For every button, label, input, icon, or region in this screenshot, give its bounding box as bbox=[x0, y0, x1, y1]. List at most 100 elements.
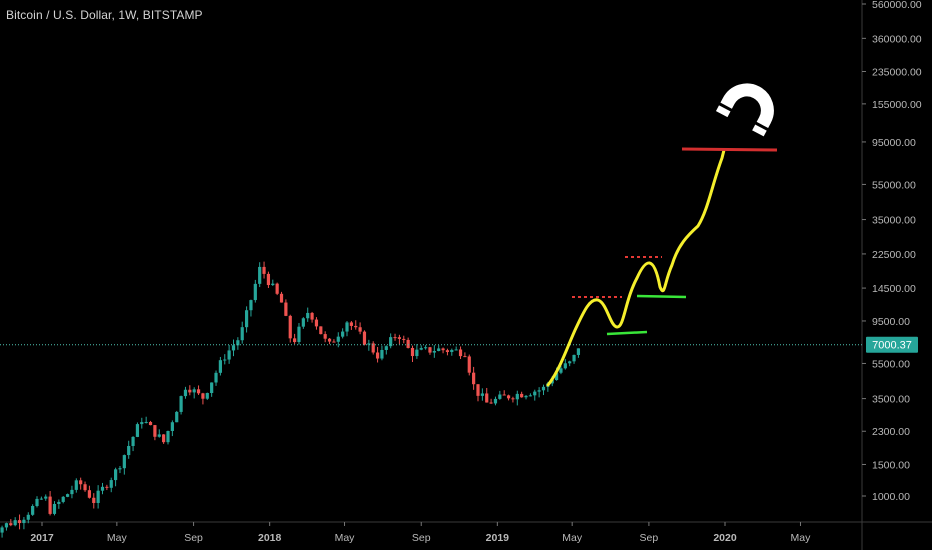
candle-down bbox=[410, 345, 415, 363]
candle-down bbox=[511, 396, 515, 403]
candle-up bbox=[74, 478, 78, 493]
candle-up bbox=[70, 485, 74, 499]
candle-down bbox=[293, 333, 297, 344]
candle-up bbox=[192, 387, 196, 399]
candle-down bbox=[489, 398, 493, 404]
candle-up bbox=[493, 396, 498, 406]
candle-up bbox=[537, 387, 541, 398]
x-tick-label: 2020 bbox=[713, 532, 737, 544]
y-tick-label: 360000.00 bbox=[872, 33, 922, 45]
candle-up bbox=[572, 354, 576, 364]
candle-up bbox=[65, 493, 70, 498]
y-tick-label: 9500.00 bbox=[872, 316, 910, 328]
candle-up bbox=[249, 299, 253, 317]
candle-down bbox=[358, 322, 362, 335]
candle-down bbox=[371, 341, 375, 355]
candle-down bbox=[397, 334, 402, 345]
candle-up bbox=[498, 390, 502, 400]
time-axis[interactable]: 2017 May Sep 2018 May Sep 2019 May Sep 2020 May bbox=[30, 522, 811, 544]
candle-up bbox=[22, 517, 26, 530]
y-tick-label: 155000.00 bbox=[872, 99, 922, 111]
candle-down bbox=[275, 282, 279, 296]
candle-down bbox=[354, 320, 358, 330]
candle-down bbox=[375, 346, 380, 363]
candle-down bbox=[476, 384, 480, 402]
candle-up bbox=[35, 496, 39, 508]
y-tick-label: 22500.00 bbox=[872, 249, 916, 261]
candle-up bbox=[231, 339, 236, 357]
price-axis[interactable]: 560000.00 360000.00 235000.00 155000.00 9500… bbox=[862, 0, 922, 503]
candle-up bbox=[157, 429, 161, 438]
candle-up bbox=[166, 430, 170, 445]
candle-down bbox=[196, 385, 201, 396]
candle-down bbox=[441, 347, 445, 354]
candle-up bbox=[210, 382, 214, 397]
candle-up bbox=[109, 477, 113, 493]
candle-up bbox=[44, 494, 48, 501]
candle-up bbox=[135, 422, 140, 438]
candle-down bbox=[463, 352, 467, 358]
candle-down bbox=[467, 354, 471, 376]
x-tick-label: May bbox=[335, 532, 356, 544]
candle-up bbox=[563, 359, 567, 370]
candle-up bbox=[559, 365, 563, 375]
candle-up bbox=[39, 496, 43, 500]
candle-up bbox=[0, 525, 4, 538]
candle-down bbox=[472, 366, 476, 390]
candle-down bbox=[393, 333, 397, 341]
candle-up bbox=[13, 517, 17, 527]
candle-up bbox=[31, 504, 35, 516]
candle-down bbox=[9, 519, 13, 527]
candle-down bbox=[506, 394, 511, 401]
candle-up bbox=[244, 306, 249, 333]
y-tick-label: 1000.00 bbox=[872, 491, 910, 503]
candle-down bbox=[428, 346, 432, 355]
x-tick-label: 2018 bbox=[258, 532, 282, 544]
candle-up bbox=[144, 416, 148, 424]
x-tick-label: 2019 bbox=[486, 532, 510, 544]
candle-down bbox=[83, 481, 87, 492]
candle-up bbox=[100, 482, 105, 495]
candle-up bbox=[568, 360, 572, 367]
candle-down bbox=[201, 392, 205, 405]
support-line-1 bbox=[606, 330, 648, 336]
candle-up bbox=[61, 496, 65, 504]
candle-up bbox=[419, 345, 423, 351]
candle-down bbox=[17, 514, 22, 530]
candle-down bbox=[402, 335, 406, 344]
candle-up bbox=[253, 279, 257, 303]
candle-up bbox=[271, 279, 275, 286]
magnet-icon bbox=[713, 81, 776, 140]
y-tick-label: 5500.00 bbox=[872, 358, 910, 370]
candle-down bbox=[48, 491, 52, 516]
candle-up bbox=[415, 344, 419, 359]
last-price-label: 7000.37 bbox=[872, 340, 912, 352]
candle-up bbox=[4, 522, 9, 531]
candle-up bbox=[223, 354, 227, 365]
candle-up bbox=[297, 323, 301, 345]
candle-down bbox=[153, 424, 157, 441]
candle-up bbox=[528, 393, 532, 397]
candle-up bbox=[240, 321, 244, 344]
candle-up bbox=[380, 345, 384, 361]
last-price-badge: 7000.37 bbox=[866, 336, 918, 353]
candle-down bbox=[327, 338, 332, 345]
candle-up bbox=[52, 501, 57, 516]
candle-up bbox=[57, 499, 61, 509]
candles-layer bbox=[0, 261, 581, 538]
y-tick-label: 235000.00 bbox=[872, 67, 922, 79]
candle-up bbox=[96, 485, 100, 509]
candle-down bbox=[266, 271, 271, 288]
candle-down bbox=[162, 434, 166, 444]
candle-up bbox=[432, 345, 436, 358]
candle-down bbox=[148, 420, 153, 426]
candle-up bbox=[114, 467, 118, 487]
candle-up bbox=[515, 390, 519, 406]
annotation-layer bbox=[546, 81, 778, 387]
chart-title: Bitcoin / U.S. Dollar, 1W, BITSTAMP bbox=[6, 8, 203, 22]
candle-up bbox=[175, 410, 179, 423]
candle-up bbox=[218, 356, 222, 376]
candle-down bbox=[284, 299, 288, 317]
